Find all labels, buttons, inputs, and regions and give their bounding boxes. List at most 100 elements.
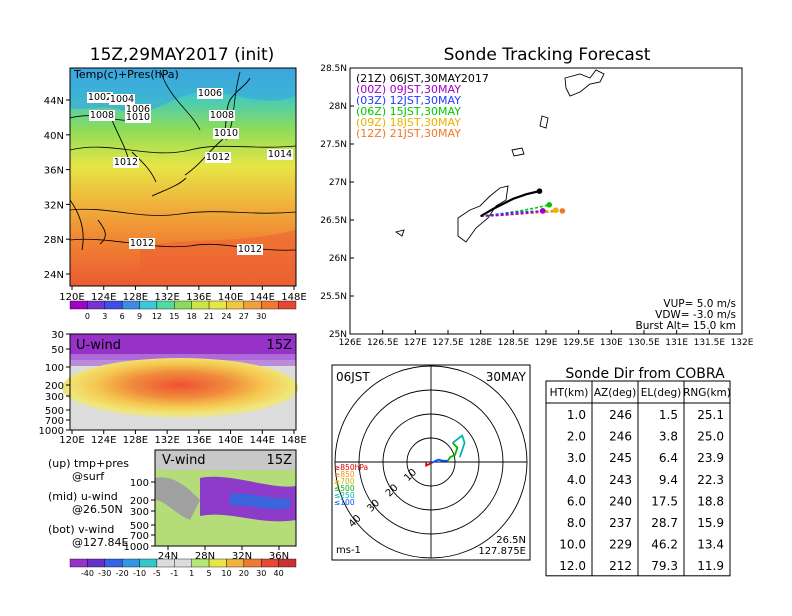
map-x-axis: 120E 124E 128E 132E 136E 140E 144E 148E xyxy=(59,286,307,303)
track-endpoint xyxy=(546,202,553,208)
table-header-cell: AZ(deg) xyxy=(594,387,636,399)
contour-label: 1006 xyxy=(126,104,150,115)
note-bot-sub: @127.84E xyxy=(72,536,128,549)
wind-colorbar-swatch xyxy=(121,558,140,568)
track-legend-entry: (12Z) 21JST,30MAY xyxy=(356,127,461,140)
table-body: HT(km) AZ(deg) EL(deg) RNG(km) 1.0 246 1.5 25.1… xyxy=(545,380,731,577)
contour-label-bg xyxy=(197,88,223,99)
hodograph-legend-entry: ≥700 xyxy=(334,477,355,486)
v-wind-grey-patch xyxy=(155,477,200,520)
contour-label-bg xyxy=(109,94,135,105)
track-legend-entry: (21Z) 06JST,30MAY2017 xyxy=(356,72,489,85)
wind-colorbar-label: 20 xyxy=(239,569,249,578)
contour-label-bg xyxy=(129,238,155,249)
table-cell: 15.9 xyxy=(697,516,724,530)
table-cell: 25.1 xyxy=(697,408,724,422)
table-cell: 1.5 xyxy=(659,408,678,422)
track-x-tick-label: 126.5E xyxy=(367,338,399,348)
table-cell: 212 xyxy=(609,559,632,573)
contour-label-bg xyxy=(125,112,151,123)
table-cell: 46.2 xyxy=(651,538,678,552)
hodograph-legend-entry: ≤100 xyxy=(334,498,355,507)
wind-colorbar-label: 10 xyxy=(221,569,231,578)
contour-label: 1010 xyxy=(126,112,150,123)
u-y-tick-label: 300 xyxy=(45,392,64,403)
hodograph-lines xyxy=(425,434,466,468)
table-cell: 243 xyxy=(609,473,632,487)
wind-colorbar-swatch xyxy=(226,558,245,568)
table-cell: 8.0 xyxy=(567,516,586,530)
track-x-tick-label: 127.5E xyxy=(432,338,464,348)
u-x-tick-label: 136E xyxy=(186,435,211,446)
table-header-cell: HT(km) xyxy=(550,387,589,399)
u-y-tick-label: 30 xyxy=(51,330,64,341)
table-cell: 17.5 xyxy=(651,494,678,508)
v-wind-negative-core xyxy=(230,493,290,510)
temp-colorbar-swatch xyxy=(121,300,140,310)
contour-label: 1004 xyxy=(110,94,134,105)
temp-colorbar-swatch xyxy=(139,300,158,310)
hodograph-segment xyxy=(430,458,448,465)
u-y-tick-label: 500 xyxy=(45,406,64,417)
v-y-tick-label: 300 xyxy=(130,507,149,518)
notes: (up) tmp+pres @surf (mid) u-wind @26.50N… xyxy=(48,457,129,549)
table-cell: 4.0 xyxy=(567,473,586,487)
contour-label-bg xyxy=(87,92,113,103)
map-y-axis: 44N 40N 36N 32N 28N 24N xyxy=(44,96,70,281)
table-cell: 2.0 xyxy=(567,430,586,444)
table-cell: 6.4 xyxy=(659,451,678,465)
wind-colorbar-label: -20 xyxy=(116,569,129,578)
track-line xyxy=(480,204,550,217)
table-cell: 10.0 xyxy=(559,538,586,552)
contour-label-bg xyxy=(205,152,231,163)
map-y-tick-label: 36N xyxy=(44,166,64,177)
table-cell: 12.0 xyxy=(559,559,586,573)
map-title: 15Z,29MAY2017 (init) xyxy=(90,45,275,65)
track-legend-entry: (03Z) 12JST,30MAY xyxy=(356,94,461,107)
track-title: Sonde Tracking Forecast xyxy=(444,45,651,65)
island-okinawa xyxy=(457,185,509,243)
u-x-tick-label: 120E xyxy=(59,435,84,446)
temp-colorbar-label: 27 xyxy=(239,312,249,321)
temp-colorbar-swatch xyxy=(87,300,105,310)
contour-label-bg xyxy=(125,104,151,115)
track-x-tick-label: 131E xyxy=(665,338,688,348)
table-cell: 229 xyxy=(609,538,632,552)
table-header-cell: EL(deg) xyxy=(641,387,681,399)
u-y-tick-label: 200 xyxy=(45,381,64,392)
wind-colorbar-label: 1 xyxy=(189,569,194,578)
track-x-tick-label: 130.5E xyxy=(628,338,660,348)
hodograph-time: 06JST xyxy=(336,370,370,384)
hodograph-segment xyxy=(447,442,459,462)
table-cell: 25.0 xyxy=(697,430,724,444)
table-cell: 3.8 xyxy=(659,430,678,444)
track-y-tick-label: 27.5N xyxy=(320,140,347,150)
temp-colorbar-swatch xyxy=(69,300,88,310)
table-cell: 245 xyxy=(609,451,632,465)
map-y-tick-label: 24N xyxy=(44,270,64,281)
wind-colorbar-swatch xyxy=(261,558,279,568)
table-cell: 237 xyxy=(609,516,632,530)
contour-label: 1006 xyxy=(198,88,222,99)
wind-colorbar-swatch xyxy=(278,558,297,568)
track-endpoint xyxy=(536,188,543,194)
map-y-tick-label: 32N xyxy=(44,200,64,211)
map-x-tick-label: 148E xyxy=(281,292,306,303)
map-x-tick-label: 132E xyxy=(154,292,179,303)
contour-label: 1012 xyxy=(114,157,138,168)
v-y-tick-label: 700 xyxy=(130,531,149,542)
table-title: Sonde Dir from COBRA xyxy=(565,366,725,382)
wind-colorbar-label: -40 xyxy=(81,569,94,578)
table-cell: 22.3 xyxy=(697,473,724,487)
track-x-tick-label: 130E xyxy=(600,338,623,348)
u-x-tick-label: 144E xyxy=(250,435,275,446)
temp-colorbar-swatch xyxy=(261,300,279,310)
track-x-tick-label: 129E xyxy=(535,338,558,348)
map-x-tick-label: 140E xyxy=(218,292,243,303)
contour-label-bg xyxy=(209,110,235,121)
temp-colorbar-swatch xyxy=(174,300,192,310)
